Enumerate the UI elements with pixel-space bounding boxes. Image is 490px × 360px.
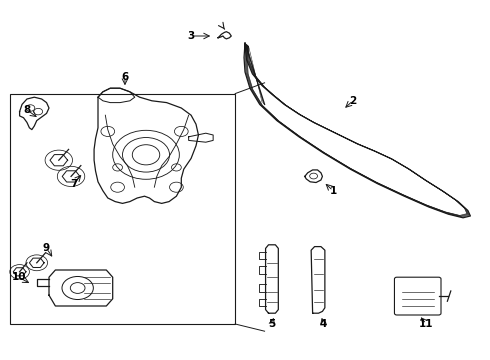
Text: 1: 1 bbox=[330, 186, 337, 196]
Text: 2: 2 bbox=[349, 96, 356, 106]
Text: 4: 4 bbox=[319, 319, 327, 329]
Text: 7: 7 bbox=[70, 179, 77, 189]
Text: 9: 9 bbox=[43, 243, 50, 253]
Text: 6: 6 bbox=[122, 72, 128, 82]
Bar bbox=[10, 94, 235, 324]
Text: 10: 10 bbox=[11, 272, 26, 282]
Text: 5: 5 bbox=[269, 319, 275, 329]
FancyBboxPatch shape bbox=[394, 277, 441, 315]
Text: 3: 3 bbox=[188, 31, 195, 41]
Text: 8: 8 bbox=[24, 105, 30, 115]
Text: 11: 11 bbox=[419, 319, 434, 329]
